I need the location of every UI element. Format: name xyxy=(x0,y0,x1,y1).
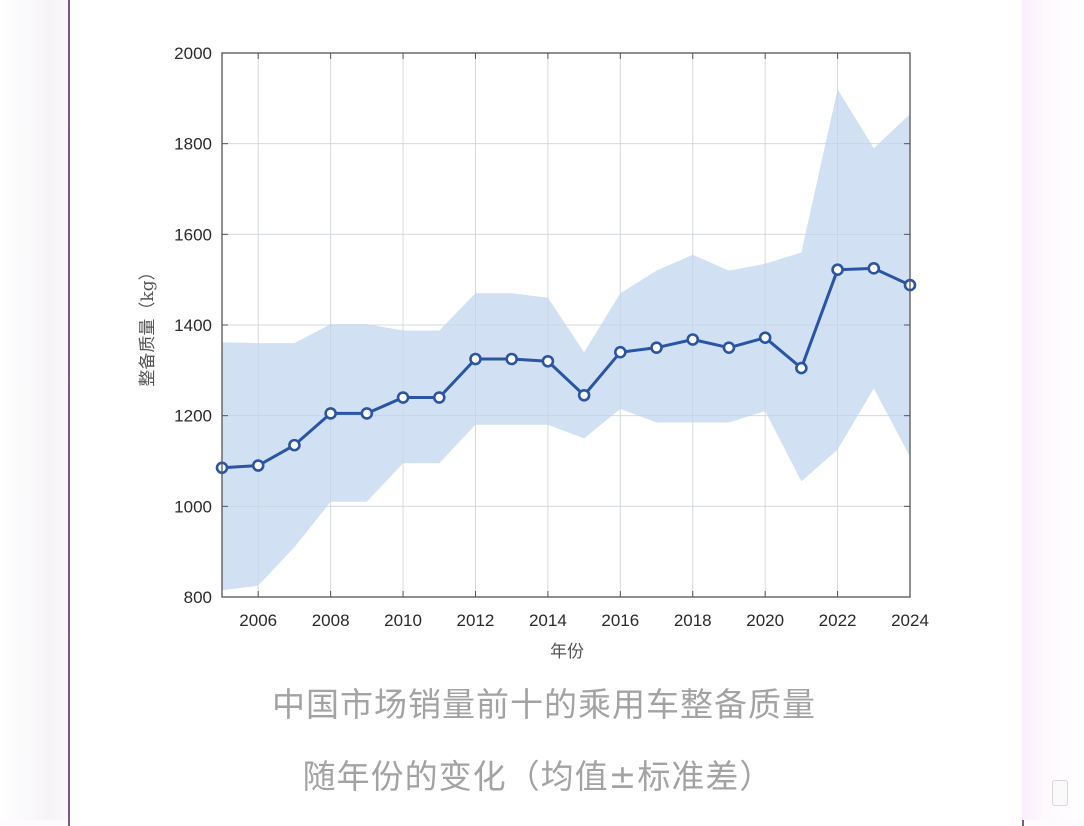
y-tick-label: 1800 xyxy=(174,135,212,154)
data-point xyxy=(867,262,881,275)
x-tick-label: 2010 xyxy=(384,611,422,630)
x-tick-label: 2016 xyxy=(601,611,639,630)
data-point xyxy=(541,354,555,368)
caption-line-1: 中国市场销量前十的乘用车整备质量 xyxy=(272,685,816,724)
std-band xyxy=(222,89,910,591)
x-tick-labels: 2006 2008 2010 2012 2014 2016 2018 2020 2022 2024 xyxy=(239,611,929,630)
data-point xyxy=(288,438,301,452)
data-point xyxy=(650,341,663,354)
mean-markers xyxy=(215,262,917,475)
data-point xyxy=(396,391,410,404)
data-point xyxy=(614,345,627,359)
data-point xyxy=(360,407,374,420)
data-point xyxy=(577,388,591,402)
document-icon xyxy=(1052,780,1068,806)
x-tick-label: 2006 xyxy=(239,611,277,630)
y-tick-label: 1400 xyxy=(174,316,212,335)
y-axis-title: 整备质量（kg） xyxy=(138,263,158,386)
y-tick-label: 800 xyxy=(184,588,212,607)
data-point xyxy=(831,263,844,276)
right-margin xyxy=(1022,0,1084,820)
y-tick-label: 1200 xyxy=(174,407,212,426)
data-point xyxy=(795,361,808,375)
data-point xyxy=(686,333,700,346)
y-tick-label: 1000 xyxy=(174,497,212,516)
data-point xyxy=(432,391,446,404)
y-tick-label: 1600 xyxy=(174,225,212,244)
data-point xyxy=(722,341,736,354)
x-tick-label: 2014 xyxy=(529,611,567,630)
x-tick-label: 2012 xyxy=(457,611,495,630)
x-tick-label: 2018 xyxy=(674,611,712,630)
data-point xyxy=(505,352,518,366)
data-point xyxy=(251,459,265,472)
left-margin xyxy=(0,0,68,820)
caption-line-2: 随年份的变化（均值±标准差） xyxy=(302,757,774,796)
x-tick-label: 2022 xyxy=(819,611,857,630)
y-tick-label: 2000 xyxy=(174,44,212,63)
data-point xyxy=(469,352,482,366)
data-point xyxy=(324,407,337,420)
x-tick-label: 2024 xyxy=(891,611,929,630)
x-axis-title: 年份 xyxy=(550,642,584,662)
axis-ticks xyxy=(222,52,911,598)
data-point xyxy=(758,331,772,344)
x-tick-label: 2020 xyxy=(746,611,784,630)
x-tick-label: 2008 xyxy=(312,611,350,630)
y-tick-labels: 800 1000 1200 1400 1600 1800 2000 xyxy=(174,44,212,607)
